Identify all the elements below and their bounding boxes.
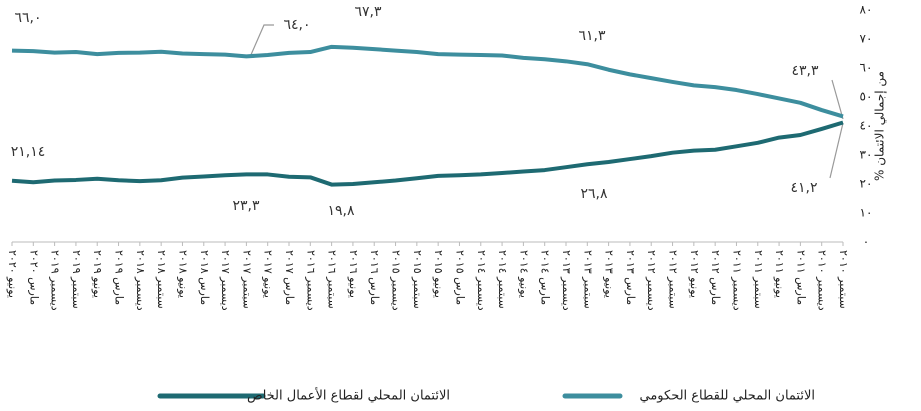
x-tick-label: سبتمبر ٢٠١٢: [667, 250, 680, 309]
y-axis-label: % من إجمالي الائتمان: [873, 71, 888, 181]
x-tick-label: ديسمبر ٢٠١٩: [49, 250, 62, 311]
annotation: ٦٧,٣: [354, 4, 381, 20]
x-tick-label: يونيو ٢٠١٩: [91, 250, 104, 298]
y-tick-label: ١٠: [860, 206, 873, 220]
x-tick-label: مارس ٢٠١٧: [283, 250, 296, 305]
x-tick-label: ديسمبر ٢٠١١: [730, 250, 743, 311]
x-tick-label: يونيو ٢٠٢٠: [6, 250, 19, 298]
x-tick-label: سبتمبر ٢٠١٠: [837, 250, 850, 309]
x-tick-label: ديسمبر ٢٠١٥: [390, 250, 403, 311]
annotation: ٢١,١٤: [11, 144, 46, 160]
x-tick-label: مارس ٢٠٢٠: [27, 250, 40, 305]
x-tick-label: يونيو ٢٠١٤: [517, 250, 530, 298]
x-tick-label: مارس ٢٠١٥: [453, 250, 466, 305]
x-tick-label: مارس ٢٠١٤: [539, 250, 552, 305]
x-tick-label: مارس ٢٠١٣: [624, 250, 637, 305]
x-tick-label: سبتمبر ٢٠١٧: [240, 250, 253, 309]
x-tick-label: مارس ٢٠١٨: [198, 250, 211, 305]
x-tick-label: سبتمبر ٢٠١٩: [70, 250, 83, 309]
series-line: [11, 120, 844, 187]
x-tick-label: ديسمبر ٢٠١٣: [560, 250, 573, 311]
x-tick-label: يونيو ٢٠١١: [773, 250, 786, 298]
x-tick-label: سبتمبر ٢٠١٥: [411, 250, 424, 309]
x-tick-label: سبتمبر ٢٠١٣: [581, 250, 594, 309]
x-tick-label: ديسمبر ٢٠١٢: [645, 250, 658, 311]
y-tick-label: ٠: [863, 235, 869, 249]
annotation: ٦٦,٠: [14, 10, 41, 26]
y-tick-label: ٨٠: [860, 3, 873, 17]
x-tick-label: ديسمبر ٢٠١٨: [134, 250, 147, 311]
x-tick-label: مارس ٢٠١٩: [113, 250, 126, 305]
annotation: ٤٣,٣: [791, 63, 818, 79]
x-tick-label: ديسمبر ٢٠١٦: [304, 250, 317, 311]
x-tick-label: ديسمبر ٢٠١٠: [816, 250, 829, 311]
annotation: ٦٤,٠: [283, 17, 310, 33]
x-tick-label: يونيو ٢٠١٨: [176, 250, 189, 298]
legend-label: الائتمان المحلي لقطاع الأعمال الخاص: [247, 387, 450, 404]
legend-label: الائتمان المحلي للقطاع الحكومي: [640, 389, 816, 404]
x-tick-label: ديسمبر ٢٠١٧: [219, 250, 232, 311]
x-tick-label: يونيو ٢٠١٣: [603, 250, 616, 298]
x-tick-label: سبتمبر ٢٠١٦: [326, 250, 339, 309]
annotation: ٤١,٢: [790, 180, 817, 196]
x-tick-label: سبتمبر ٢٠١١: [752, 250, 765, 309]
y-tick-label: ٣٠: [860, 148, 873, 162]
x-tick-label: يونيو ٢٠١٦: [347, 250, 360, 298]
x-tick-label: مارس ٢٠١٢: [709, 250, 722, 305]
annotation: ٢٦,٨: [580, 186, 607, 202]
x-tick-label: يونيو ٢٠١٢: [688, 250, 701, 298]
x-tick-label: سبتمبر ٢٠١٤: [496, 250, 509, 309]
leader-line: [829, 122, 844, 179]
x-tick-label: مارس ٢٠١٦: [368, 250, 381, 305]
y-tick-label: ٥٠: [860, 90, 873, 104]
y-tick-label: ٢٠: [860, 177, 873, 191]
annotation: ٦١,٣: [578, 28, 605, 44]
x-tick-label: يونيو ٢٠١٧: [262, 250, 275, 298]
leader-line: [249, 24, 274, 58]
series-line: [11, 44, 844, 119]
x-tick-label: مارس ٢٠١١: [794, 250, 807, 305]
x-tick-label: ديسمبر ٢٠١٤: [475, 250, 488, 311]
x-tick-label: سبتمبر ٢٠١٨: [155, 250, 168, 309]
y-tick-label: ٦٠: [860, 61, 873, 75]
y-tick-label: ٤٠: [860, 119, 873, 133]
annotation: ١٩,٨: [327, 203, 354, 219]
leader-line: [831, 79, 844, 120]
y-tick-label: ٧٠: [860, 32, 873, 46]
x-tick-label: يونيو ٢٠١٥: [432, 250, 445, 298]
annotation: ٢٣,٣: [232, 198, 259, 214]
